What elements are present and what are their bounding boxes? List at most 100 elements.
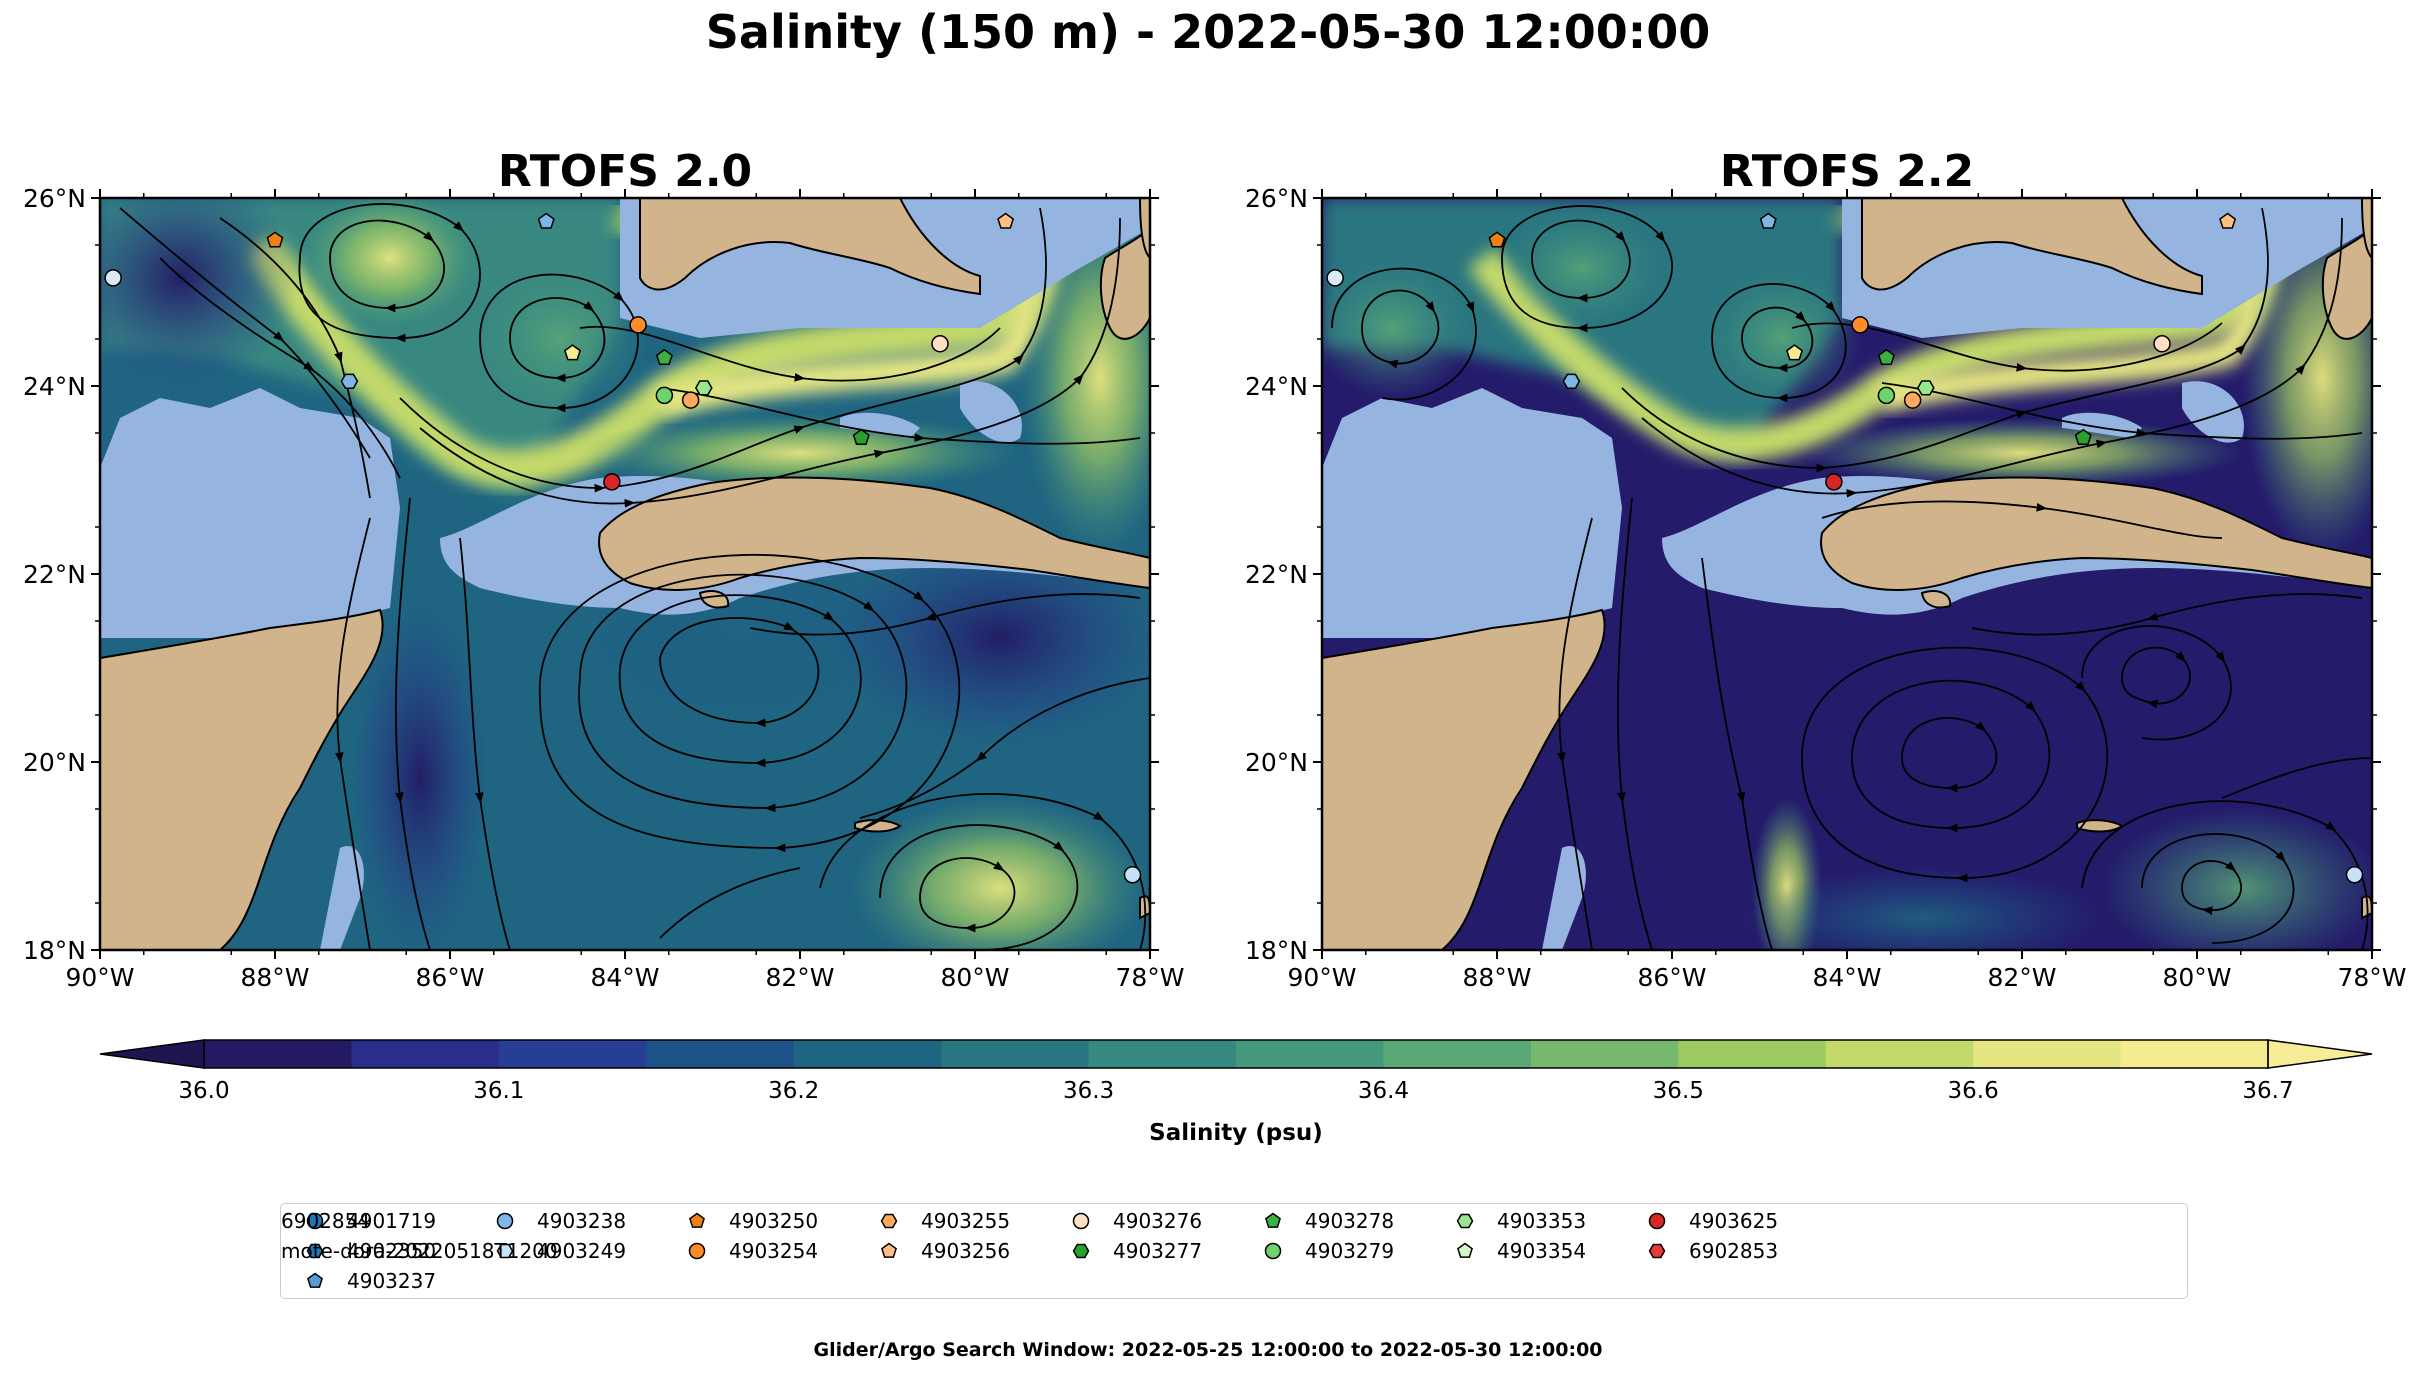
legend-marker bbox=[688, 1242, 706, 1260]
legend-entry: 4903278 bbox=[1265, 1209, 1394, 1233]
float-marker bbox=[1851, 316, 1869, 334]
colorbar-segment bbox=[351, 1040, 500, 1068]
legend-label: 4903353 bbox=[1497, 1209, 1586, 1233]
colorbar-label: Salinity (psu) bbox=[1149, 1120, 1323, 1146]
x-tick-label: 88°W bbox=[240, 963, 309, 992]
x-tick-label: 80°W bbox=[2162, 963, 2231, 992]
colorbar-over-extend bbox=[2267, 1039, 2373, 1069]
florida bbox=[639, 198, 981, 296]
float-marker bbox=[997, 212, 1015, 229]
y-tick-label: 22°N bbox=[23, 560, 86, 589]
legend-marker bbox=[881, 1242, 897, 1258]
float-marker bbox=[694, 380, 713, 396]
y-axis: 26°N 24°N 22°N 20°N 18°N bbox=[23, 184, 1159, 965]
legend-label: 4903255 bbox=[921, 1209, 1010, 1233]
colorbar-segment bbox=[941, 1040, 1090, 1068]
y-tick-label: 24°N bbox=[23, 372, 86, 401]
legend-entry: 4903250 bbox=[689, 1209, 818, 1233]
colorbar-segment bbox=[793, 1040, 942, 1068]
legend-label: 4903237 bbox=[347, 1269, 436, 1293]
float-marker bbox=[681, 391, 700, 409]
colorbar-ticks: 36.0 36.1 36.2 36.3 36.4 36.5 36.6 36.7 bbox=[178, 1078, 2293, 1104]
map-area bbox=[100, 198, 1150, 950]
panel-title: RTOFS 2.0 bbox=[498, 146, 752, 197]
caribbean-low-3 bbox=[350, 598, 490, 950]
legend-label: 4903250 bbox=[729, 1209, 818, 1233]
float-marker bbox=[1903, 391, 1922, 409]
float-marker bbox=[340, 373, 359, 389]
legend-label: 4903254 bbox=[729, 1239, 818, 1263]
x-tick-label: 90°W bbox=[1287, 963, 1356, 992]
legend-label: 4903279 bbox=[1305, 1239, 1394, 1263]
legend-marker bbox=[1265, 1212, 1281, 1228]
colorbar-segment bbox=[2120, 1040, 2269, 1068]
x-tick-label: 80°W bbox=[940, 963, 1009, 992]
legend-entry: 4903625 bbox=[1648, 1209, 1778, 1233]
legend-marker bbox=[1457, 1242, 1473, 1258]
legend-entries: 4901719 4902350 4903237 4903238 4903249 49032… bbox=[281, 1209, 1778, 1293]
float-markers bbox=[104, 212, 1142, 884]
colorbar-segment bbox=[204, 1040, 352, 1068]
legend-marker bbox=[1072, 1212, 1090, 1230]
legend-marker bbox=[1648, 1212, 1666, 1230]
legend-entry: 6902853 bbox=[1648, 1239, 1778, 1263]
colorbar-tick-label: 36.1 bbox=[473, 1078, 524, 1104]
colorbar-frame bbox=[203, 1039, 2269, 1069]
colorbar-under-extend bbox=[99, 1039, 205, 1069]
y-tick-label: 26°N bbox=[23, 184, 86, 213]
y-axis: 26°N 24°N 22°N 20°N 18°N bbox=[1245, 184, 2381, 965]
legend-marker bbox=[1648, 1243, 1666, 1259]
hispaniola bbox=[1138, 198, 1150, 260]
legend-entry: 4903254 bbox=[688, 1239, 818, 1263]
x-tick-label: 78°W bbox=[1115, 963, 1184, 992]
legend-marker bbox=[306, 1243, 324, 1259]
eddy-nw bbox=[1502, 208, 1662, 328]
x-tick-label: 86°W bbox=[1637, 963, 1706, 992]
eddy-nw bbox=[300, 198, 480, 328]
colorbar-segment bbox=[1825, 1040, 1974, 1068]
legend-marker bbox=[306, 1212, 324, 1230]
legend-marker bbox=[496, 1212, 514, 1230]
yucatan bbox=[100, 608, 384, 950]
search-window-footer: Glider/Argo Search Window: 2022-05-25 12… bbox=[813, 1339, 1602, 1361]
x-tick-label: 82°W bbox=[1987, 963, 2056, 992]
float-marker bbox=[2074, 428, 2092, 445]
legend-entry: mote-dora-20220518T1200 bbox=[281, 1239, 558, 1263]
legend-label: 4903354 bbox=[1497, 1239, 1586, 1263]
float-marker bbox=[1123, 866, 1142, 884]
land bbox=[1322, 198, 2372, 950]
float-marker bbox=[537, 212, 555, 229]
colorbar-segment bbox=[1678, 1040, 1827, 1068]
float-marker bbox=[655, 348, 673, 366]
colorbar-tick-label: 36.3 bbox=[1063, 1078, 1114, 1104]
float-marker bbox=[1877, 386, 1896, 405]
legend: 4901719 4902350 4903237 4903238 4903249 49032… bbox=[280, 1203, 2188, 1299]
west-low bbox=[100, 198, 300, 388]
y-tick-label: 22°N bbox=[1245, 560, 1308, 589]
bahamas-north bbox=[1099, 226, 1150, 340]
float-marker bbox=[1759, 212, 1777, 229]
y-tick-label: 26°N bbox=[1245, 184, 1308, 213]
float-marker bbox=[266, 231, 284, 248]
float-marker bbox=[104, 269, 122, 287]
legend-entry: 4903354 bbox=[1457, 1239, 1586, 1263]
float-marker bbox=[931, 334, 949, 353]
x-axis: 90°W 88°W 86°W 84°W 82°W 80°W 78°W bbox=[65, 189, 1185, 992]
legend-entry: 4903256 bbox=[881, 1239, 1010, 1263]
legend-label: 6902854 bbox=[281, 1209, 370, 1233]
float-marker bbox=[1488, 231, 1506, 248]
float-marker bbox=[2153, 334, 2171, 353]
florida bbox=[1861, 198, 2203, 296]
float-marker bbox=[1916, 380, 1935, 396]
yucatan bbox=[1322, 608, 1606, 950]
legend-marker bbox=[689, 1212, 705, 1228]
x-tick-label: 86°W bbox=[415, 963, 484, 992]
float-marker bbox=[655, 386, 674, 405]
x-tick-label: 82°W bbox=[765, 963, 834, 992]
legend-marker bbox=[307, 1272, 323, 1288]
bahamas-north bbox=[2321, 226, 2372, 340]
colorbar-tick-label: 36.2 bbox=[768, 1078, 819, 1104]
legend-entry: 4903277 bbox=[1072, 1239, 1202, 1263]
legend-label: 4903276 bbox=[1113, 1209, 1202, 1233]
